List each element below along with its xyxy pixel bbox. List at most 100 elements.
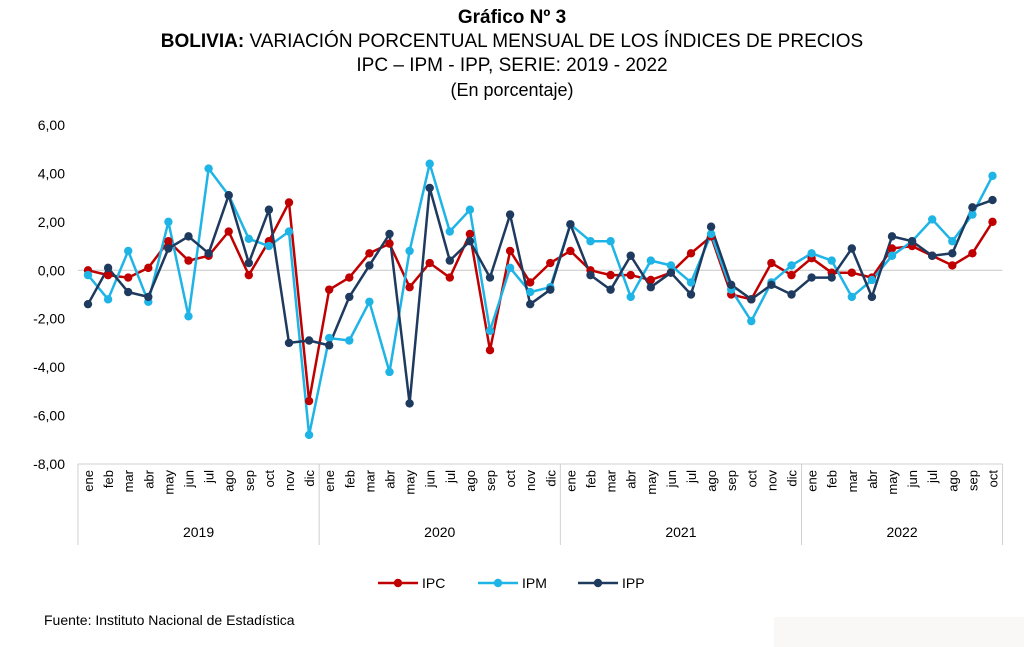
data-point-ipc bbox=[124, 273, 133, 282]
data-point-ipp bbox=[526, 299, 535, 309]
year-label: 2021 bbox=[665, 524, 696, 540]
y-tick-label: -4,00 bbox=[33, 359, 65, 375]
chart-unit-label: (En porcentaje) bbox=[450, 80, 574, 100]
data-point-ipm bbox=[686, 278, 696, 287]
data-point-ipp bbox=[425, 183, 434, 193]
data-point-ipm bbox=[345, 336, 354, 345]
month-tick-label: jun bbox=[423, 470, 438, 488]
data-point-ipm bbox=[626, 292, 635, 302]
data-point-ipc bbox=[405, 283, 414, 292]
month-tick-label: dic bbox=[302, 470, 317, 487]
data-point-ipc bbox=[485, 345, 495, 355]
legend-marker-ipp bbox=[593, 578, 603, 588]
month-tick-label: ene bbox=[563, 470, 578, 492]
year-label: 2019 bbox=[183, 524, 214, 540]
series-line-ipc bbox=[87, 201, 994, 403]
data-point-ipp bbox=[224, 191, 233, 200]
data-point-ipp bbox=[646, 283, 655, 292]
data-point-ipp bbox=[747, 295, 756, 304]
data-point-ipp bbox=[284, 338, 294, 348]
data-point-ipm bbox=[184, 312, 193, 321]
data-point-ipm bbox=[606, 237, 615, 246]
data-point-ipp bbox=[445, 256, 454, 265]
month-tick-label: mar bbox=[121, 469, 136, 492]
data-point-ipm bbox=[847, 292, 856, 302]
month-tick-label: ago bbox=[222, 470, 237, 492]
month-tick-label: ago bbox=[945, 470, 960, 492]
data-point-ipp bbox=[184, 232, 193, 241]
data-point-ipm bbox=[405, 246, 414, 256]
legend-marker-ipm bbox=[493, 578, 503, 588]
month-tick-label: feb bbox=[101, 470, 116, 488]
month-tick-label: may bbox=[644, 470, 659, 495]
data-point-ipp bbox=[566, 220, 575, 229]
month-tick-label: jul bbox=[925, 470, 940, 484]
data-point-ipc bbox=[304, 396, 314, 406]
data-point-ipp bbox=[485, 273, 495, 282]
data-point-ipc bbox=[325, 285, 334, 294]
month-tick-label: mar bbox=[362, 469, 377, 492]
data-point-ipm bbox=[706, 229, 716, 239]
chart-main-title: BOLIVIA: VARIACIÓN PORCENTUAL MENSUAL DE… bbox=[0, 30, 1024, 54]
y-tick-label: 6,00 bbox=[38, 117, 65, 133]
month-tick-label: ago bbox=[463, 470, 478, 492]
data-point-ipm bbox=[666, 261, 676, 270]
month-tick-label: feb bbox=[825, 470, 840, 488]
data-point-ipm bbox=[284, 227, 294, 236]
month-tick-label: may bbox=[403, 470, 418, 495]
data-point-ipc bbox=[465, 229, 475, 239]
data-point-ipp bbox=[928, 251, 937, 260]
data-point-ipp bbox=[405, 399, 414, 408]
month-tick-label: nov bbox=[764, 470, 779, 491]
data-point-ipc bbox=[164, 237, 173, 246]
data-point-ipp bbox=[727, 280, 736, 290]
data-point-ipp bbox=[264, 205, 274, 214]
data-point-ipc bbox=[626, 270, 635, 280]
data-point-ipc bbox=[103, 270, 113, 280]
data-point-ipc bbox=[948, 261, 957, 270]
data-point-ipm bbox=[948, 237, 957, 246]
data-point-ipp bbox=[686, 290, 696, 299]
month-tick-label: jun bbox=[905, 470, 920, 488]
data-point-ipp bbox=[787, 290, 796, 299]
data-point-ipp bbox=[465, 237, 475, 246]
data-point-ipp bbox=[144, 292, 153, 302]
data-point-ipm bbox=[385, 367, 394, 377]
data-point-ipp bbox=[83, 299, 93, 309]
y-tick-label: -8,00 bbox=[33, 456, 65, 472]
data-point-ipp bbox=[606, 285, 615, 294]
year-label: 2020 bbox=[424, 524, 455, 540]
data-point-ipc bbox=[968, 249, 977, 258]
country-label: BOLIVIA: bbox=[160, 31, 245, 52]
data-point-ipp bbox=[204, 249, 213, 258]
data-point-ipp bbox=[827, 273, 836, 282]
month-tick-label: sep bbox=[483, 470, 498, 491]
data-point-ipp bbox=[385, 229, 394, 239]
data-point-ipm bbox=[465, 205, 475, 214]
data-point-ipm bbox=[124, 246, 133, 256]
data-point-ipm bbox=[164, 217, 173, 227]
data-point-ipp bbox=[304, 336, 314, 345]
data-point-ipc bbox=[144, 263, 153, 273]
data-point-ipc bbox=[526, 278, 535, 287]
data-point-ipc bbox=[284, 198, 294, 207]
month-tick-label: abr bbox=[141, 469, 156, 488]
data-point-ipp bbox=[847, 244, 856, 253]
month-tick-label: abr bbox=[624, 469, 639, 488]
data-point-ipc bbox=[365, 249, 374, 258]
month-tick-label: mar bbox=[604, 469, 619, 492]
data-point-ipm bbox=[988, 171, 997, 181]
data-point-ipp bbox=[968, 203, 977, 212]
month-tick-label: jun bbox=[182, 470, 197, 488]
month-tick-label: oct bbox=[744, 470, 759, 488]
month-tick-label: may bbox=[161, 470, 176, 495]
data-point-ipc bbox=[566, 246, 575, 256]
chart-title-block: Gráfico Nº 3 BOLIVIA: VARIACIÓN PORCENTU… bbox=[0, 6, 1024, 102]
data-point-ipc bbox=[345, 273, 354, 282]
month-tick-label: abr bbox=[865, 469, 880, 488]
source-note: Fuente: Instituto Nacional de Estadístic… bbox=[44, 612, 295, 628]
y-tick-label: 2,00 bbox=[38, 214, 65, 230]
month-tick-label: oct bbox=[262, 470, 277, 488]
data-point-ipp bbox=[325, 341, 334, 350]
